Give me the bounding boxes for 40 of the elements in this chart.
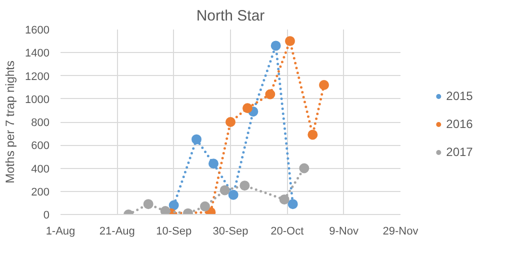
point: [285, 36, 295, 46]
point: [279, 194, 290, 204]
chart-title: North Star: [196, 8, 265, 24]
point: [308, 130, 318, 140]
point: [299, 163, 310, 174]
legend-label: 2017: [446, 145, 473, 159]
point: [192, 134, 202, 144]
legend-label: 2015: [446, 89, 473, 103]
x-tick-label: 29-Nov: [382, 226, 419, 238]
point: [160, 206, 170, 214]
point: [270, 40, 281, 51]
point: [220, 185, 230, 196]
point: [200, 201, 210, 212]
y-tick-label: 600: [31, 140, 50, 152]
x-tick-label: 10-Sep: [156, 226, 192, 238]
y-tick-label: 0: [43, 210, 50, 222]
y-axis-title: Moths per 7 trap nights: [3, 60, 18, 184]
y-tick-label: 1600: [25, 24, 50, 36]
point: [168, 200, 179, 210]
point: [208, 158, 218, 169]
x-tick-label: 1-Aug: [46, 226, 76, 238]
x-tick-label: 9-Nov: [329, 226, 360, 238]
y-tick-label: 800: [31, 117, 50, 129]
point: [226, 117, 236, 127]
point: [143, 199, 154, 210]
y-tick-label: 200: [31, 186, 50, 198]
point: [319, 80, 329, 90]
point: [228, 190, 238, 200]
point: [288, 199, 298, 210]
point: [242, 103, 252, 114]
x-tick-label: 20-Oct: [270, 226, 304, 238]
legend-label: 2016: [446, 117, 473, 131]
y-tick-label: 1000: [25, 94, 50, 106]
y-tick-label: 400: [31, 163, 50, 176]
point: [265, 89, 276, 100]
y-tick-label: 1200: [25, 70, 50, 83]
point: [240, 180, 250, 191]
x-tick-label: 21-Aug: [99, 226, 135, 238]
x-tick-label: 30-Sep: [212, 226, 248, 238]
y-tick-label: 1400: [25, 48, 50, 60]
